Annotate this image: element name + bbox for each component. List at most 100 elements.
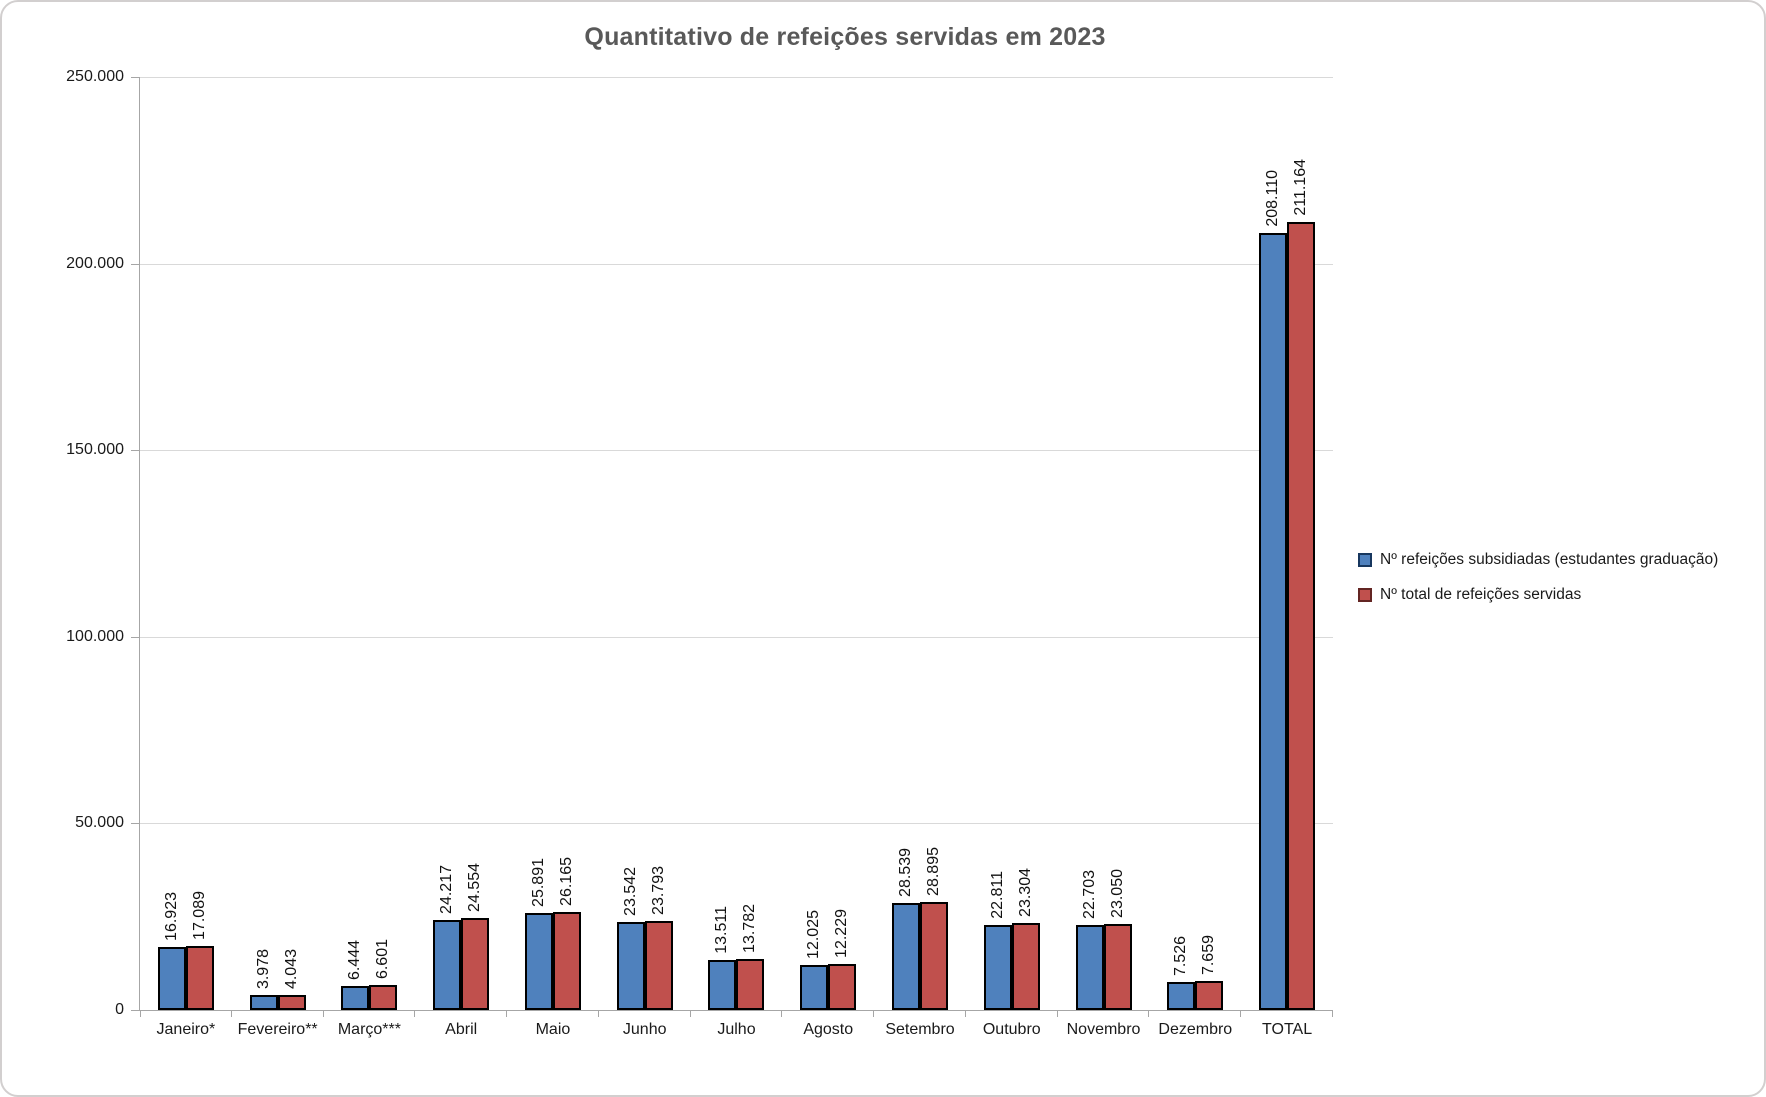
bar-pair: 28.539 28.895 <box>892 847 948 1010</box>
bar-value-label: 23.050 <box>1108 869 1126 918</box>
category-cell: 23.542 23.793 <box>599 77 691 1017</box>
y-axis-tick <box>131 450 140 452</box>
y-axis-label: 250.000 <box>66 68 124 85</box>
bar-value-label: 23.542 <box>621 867 639 916</box>
x-axis-label: Julho <box>717 1021 756 1038</box>
category-cell: 13.511 13.782 <box>691 77 783 1017</box>
bar-value-label: 12.025 <box>805 910 823 959</box>
gridline <box>140 263 1333 265</box>
bar-group: 6.444 <box>341 940 370 1010</box>
bar <box>524 913 553 1010</box>
y-axis-label: 200.000 <box>66 254 124 272</box>
legend-swatch <box>1358 553 1372 567</box>
x-axis-tick <box>414 1010 416 1017</box>
bar-value-label: 23.304 <box>1016 868 1034 917</box>
category-cell: 25.891 26.165 <box>507 77 599 1017</box>
x-axis-tick <box>873 1010 875 1017</box>
bar-pair: 208.110 211.164 <box>1259 159 1316 1010</box>
bar-value-label: 26.165 <box>557 857 575 906</box>
chart-title: Quantitativo de refeições servidas em 20… <box>584 23 1106 51</box>
bar-value-label: 28.539 <box>897 848 914 897</box>
bar-value-label: 17.089 <box>190 891 208 940</box>
bar-pair: 12.025 12.229 <box>800 909 857 1010</box>
bar-value-label: 16.923 <box>162 892 180 941</box>
category-cell: 6.444 6.601 <box>324 77 416 1017</box>
x-axis-label: Dezembro <box>1158 1021 1233 1038</box>
bar-pair: 24.217 24.554 <box>433 863 490 1010</box>
y-axis-tick <box>131 823 140 825</box>
bar-group: 13.511 <box>708 906 737 1010</box>
gridline <box>140 450 1333 452</box>
bar-pair: 22.703 23.050 <box>1075 869 1132 1010</box>
bar <box>920 902 948 1010</box>
bar-group: 23.793 <box>644 866 673 1010</box>
legend-item: Nº total de refeições servidas <box>1358 586 1718 604</box>
gridline <box>140 636 1333 638</box>
bar-value-label: 28.895 <box>925 847 942 896</box>
x-axis-label: Agosto <box>803 1021 854 1038</box>
bar-value-label: 24.217 <box>438 865 456 914</box>
bar-group: 12.025 <box>800 910 829 1010</box>
bar <box>1287 222 1316 1010</box>
bar-value-label: 4.043 <box>282 948 300 989</box>
x-axis-label: Janeiro* <box>156 1021 216 1038</box>
bar-value-label: 208.110 <box>1264 170 1282 227</box>
x-axis-label: Novembro <box>1066 1021 1141 1038</box>
bar-group: 4.043 <box>277 948 306 1010</box>
bar-pair: 6.444 6.601 <box>341 938 398 1010</box>
x-axis-tick <box>506 1010 508 1017</box>
bar-group: 12.229 <box>828 909 857 1010</box>
bar-group: 17.089 <box>185 891 214 1010</box>
x-axis-tick <box>964 1010 966 1017</box>
y-axis-label: 150.000 <box>66 441 124 459</box>
bar <box>157 947 186 1010</box>
bar <box>1259 233 1288 1010</box>
bar-value-label: 6.601 <box>374 938 392 979</box>
bar <box>983 925 1012 1010</box>
bar-value-label: 23.793 <box>649 866 667 915</box>
gridline <box>140 823 1333 825</box>
bars-container: 16.923 17.089 3.978 4.043 6.444 6.601 24.217 24… <box>140 77 1333 1017</box>
x-axis-tick <box>781 1010 783 1017</box>
bar-value-label: 13.511 <box>713 906 731 954</box>
x-axis-label: Março*** <box>337 1021 401 1038</box>
category-cell: 208.110 211.164 <box>1241 77 1333 1017</box>
x-axis-tick <box>1148 1010 1150 1017</box>
x-axis-tick <box>230 1010 232 1017</box>
legend: Nº refeições subsidiadas (estudantes gra… <box>1358 551 1718 621</box>
legend-swatch <box>1358 588 1372 602</box>
x-axis-label: Abril <box>445 1021 478 1038</box>
category-cell: 24.217 24.554 <box>415 77 508 1017</box>
y-axis-tick <box>131 263 140 265</box>
bar-value-label: 7.659 <box>1200 934 1218 975</box>
category-cell: 12.025 12.229 <box>782 77 875 1017</box>
bar <box>341 986 370 1010</box>
bar-pair: 25.891 26.165 <box>524 857 581 1010</box>
y-axis-label: 100.000 <box>66 627 124 645</box>
bar-group: 13.782 <box>736 904 765 1010</box>
x-axis-label: TOTAL <box>1262 1021 1313 1038</box>
bar <box>552 912 581 1010</box>
bar-group: 3.978 <box>249 949 278 1010</box>
x-axis-tick <box>597 1010 599 1017</box>
x-axis-label: Junho <box>622 1021 667 1038</box>
legend-item: Nº refeições subsidiadas (estudantes gra… <box>1358 551 1718 569</box>
bar-group: 25.891 <box>524 858 553 1010</box>
bar <box>616 922 645 1010</box>
bar <box>185 946 214 1010</box>
bar-pair: 16.923 17.089 <box>157 891 214 1010</box>
bar-group: 23.050 <box>1103 869 1132 1010</box>
bar <box>800 965 829 1010</box>
bar-value-label: 22.703 <box>1080 870 1098 919</box>
category-cell: 28.539 28.895 <box>874 77 966 1017</box>
bar-group: 28.895 <box>920 847 948 1010</box>
bar-group: 22.811 <box>983 871 1012 1010</box>
bar <box>644 921 673 1010</box>
bar-pair: 13.511 13.782 <box>708 904 765 1010</box>
bar <box>1011 923 1040 1010</box>
category-cell: 22.811 23.304 <box>966 77 1058 1017</box>
x-axis-tick <box>1331 1010 1333 1017</box>
x-axis-labels: Janeiro* Fevereiro** Março*** Abril Maio Junh… <box>140 1021 1333 1039</box>
bar-group: 26.165 <box>552 857 581 1010</box>
